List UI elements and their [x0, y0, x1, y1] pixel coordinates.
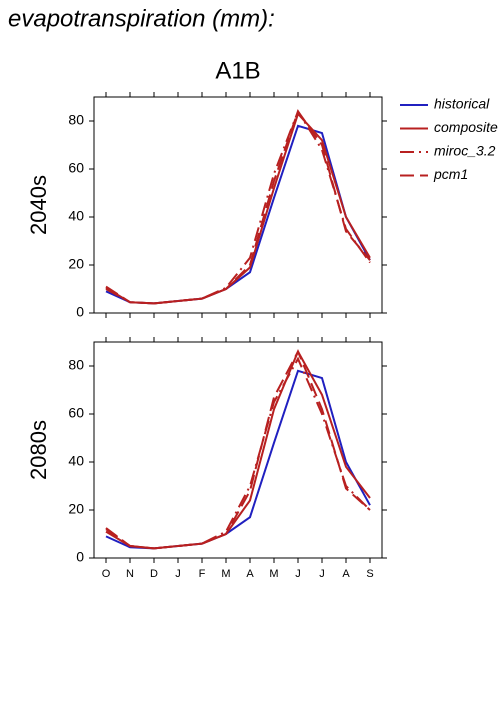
x-tick-label: F [199, 568, 206, 580]
plot-frame [93, 341, 383, 559]
x-tick-label: J [175, 568, 181, 580]
x-tick-label: A [342, 568, 350, 580]
y-axis-label: 2080s [26, 420, 51, 480]
series-line [105, 349, 371, 550]
y-axis-label: 2040s [26, 175, 51, 235]
legend-label: composite [434, 119, 498, 135]
legend-label: pcm1 [433, 166, 468, 182]
panel-title: A1B [215, 57, 260, 84]
x-tick-label: J [295, 568, 301, 580]
y-tick-label: 40 [68, 453, 84, 469]
series-line [105, 356, 371, 550]
y-tick-label: 20 [68, 256, 84, 272]
series-line [105, 369, 371, 550]
x-tick-label: A [246, 568, 254, 580]
y-tick-label: 80 [68, 357, 84, 373]
y-tick-label: 40 [68, 208, 84, 224]
x-tick-label: S [366, 568, 373, 580]
series-line [105, 111, 371, 305]
x-tick-label: N [126, 568, 134, 580]
legend-label: historical [434, 96, 490, 112]
series-line [105, 109, 371, 305]
y-tick-label: 0 [76, 549, 84, 565]
y-tick-label: 80 [68, 112, 84, 128]
x-tick-label: J [319, 568, 325, 580]
plot-frame [93, 96, 383, 314]
y-tick-label: 20 [68, 501, 84, 517]
x-tick-label: M [221, 568, 230, 580]
series-line [105, 109, 371, 305]
page-title: evapotranspiration (mm): [8, 5, 275, 32]
series-line [105, 349, 371, 550]
x-tick-label: O [102, 568, 111, 580]
y-tick-label: 0 [76, 304, 84, 320]
x-tick-label: D [150, 568, 158, 580]
legend-label: miroc_3.2 [434, 143, 496, 159]
y-tick-label: 60 [68, 405, 84, 421]
x-tick-label: M [269, 568, 278, 580]
y-tick-label: 60 [68, 160, 84, 176]
